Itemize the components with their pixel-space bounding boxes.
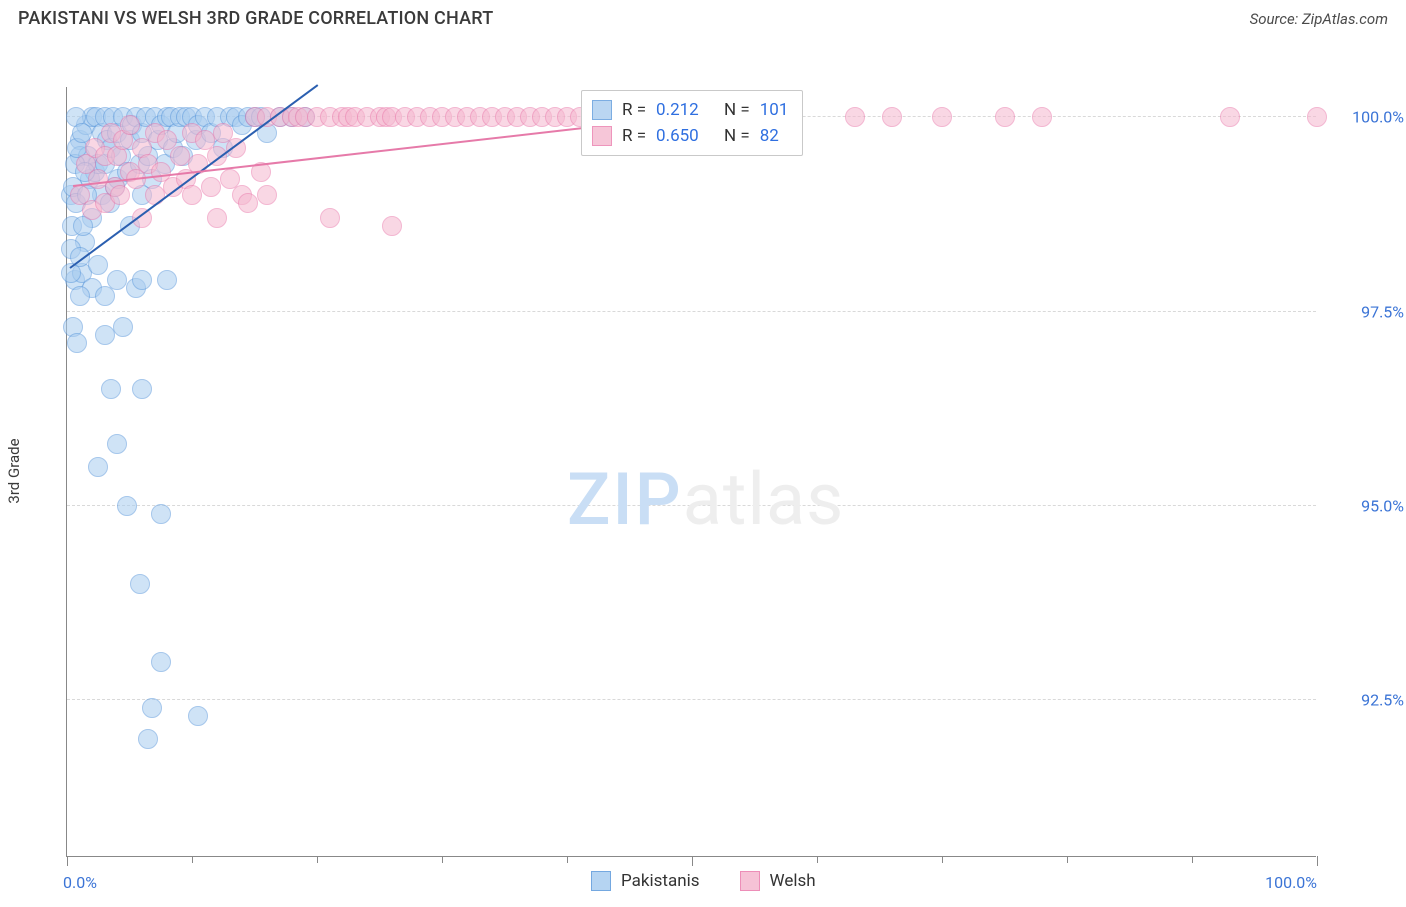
data-point xyxy=(151,652,171,672)
x-tick xyxy=(67,856,68,866)
data-point xyxy=(107,434,127,454)
y-axis-label: 3rd Grade xyxy=(5,438,23,503)
stats-row: R = 0.650 N = 82 xyxy=(592,123,788,149)
data-point xyxy=(845,107,865,127)
data-point xyxy=(182,185,202,205)
data-point xyxy=(201,177,221,197)
x-tick xyxy=(567,856,568,863)
data-point xyxy=(101,379,121,399)
gridline xyxy=(67,311,1316,312)
chart-header: PAKISTANI VS WELSH 3RD GRADE CORRELATION… xyxy=(0,0,1406,35)
data-point xyxy=(107,270,127,290)
data-point xyxy=(188,706,208,726)
x-tick xyxy=(192,856,193,863)
data-point xyxy=(138,729,158,749)
data-point xyxy=(207,208,227,228)
data-point xyxy=(117,496,137,516)
data-point xyxy=(151,504,171,524)
legend-item: Welsh xyxy=(740,871,816,891)
data-point xyxy=(1307,107,1327,127)
data-point xyxy=(238,193,258,213)
x-tick xyxy=(442,856,443,863)
x-tick xyxy=(942,856,943,863)
r-label: R = xyxy=(622,97,646,123)
legend: Pakistanis Welsh xyxy=(591,871,816,891)
r-value: 0.212 xyxy=(656,97,714,123)
gridline xyxy=(67,699,1316,700)
data-point xyxy=(995,107,1015,127)
chart-title: PAKISTANI VS WELSH 3RD GRADE CORRELATION… xyxy=(18,8,493,29)
legend-swatch xyxy=(592,126,612,146)
data-point xyxy=(170,146,190,166)
data-point xyxy=(382,216,402,236)
x-tick xyxy=(1192,856,1193,863)
data-point xyxy=(145,185,165,205)
data-point xyxy=(932,107,952,127)
stats-row: R = 0.212 N = 101 xyxy=(592,97,788,123)
data-point xyxy=(95,325,115,345)
legend-swatch xyxy=(591,871,611,891)
data-point xyxy=(113,317,133,337)
stats-legend: R = 0.212 N = 101 R = 0.650 N = 82 xyxy=(581,90,803,156)
plot-area: 92.5%95.0%97.5%100.0%0.0%100.0%ZIPatlas xyxy=(66,87,1316,857)
y-tick-label: 97.5% xyxy=(1324,302,1404,321)
r-label: R = xyxy=(622,123,646,149)
data-point xyxy=(132,270,152,290)
n-label: N = xyxy=(724,123,750,149)
x-tick xyxy=(692,856,693,866)
x-tick-label: 100.0% xyxy=(1265,873,1317,892)
data-point xyxy=(110,185,130,205)
y-tick-label: 92.5% xyxy=(1324,691,1404,710)
data-point xyxy=(88,255,108,275)
legend-swatch xyxy=(740,871,760,891)
y-tick-label: 95.0% xyxy=(1324,497,1404,516)
legend-swatch xyxy=(592,100,612,120)
watermark: ZIPatlas xyxy=(567,457,844,542)
data-point xyxy=(70,286,90,306)
chart-area: 3rd Grade 92.5%95.0%97.5%100.0%0.0%100.0… xyxy=(18,35,1388,907)
data-point xyxy=(88,457,108,477)
legend-label: Welsh xyxy=(770,871,816,891)
x-tick xyxy=(1067,856,1068,863)
gridline xyxy=(67,505,1316,506)
data-point xyxy=(142,698,162,718)
y-tick-label: 100.0% xyxy=(1324,108,1404,127)
data-point xyxy=(257,185,277,205)
n-value: 82 xyxy=(760,123,779,149)
x-tick xyxy=(817,856,818,863)
n-value: 101 xyxy=(760,97,789,123)
r-value: 0.650 xyxy=(656,123,714,149)
x-tick xyxy=(1317,856,1318,866)
legend-item: Pakistanis xyxy=(591,871,700,891)
n-label: N = xyxy=(724,97,750,123)
data-point xyxy=(882,107,902,127)
data-point xyxy=(1032,107,1052,127)
x-tick-label: 0.0% xyxy=(63,873,97,892)
legend-label: Pakistanis xyxy=(621,871,700,891)
data-point xyxy=(157,270,177,290)
source-label: Source: ZipAtlas.com xyxy=(1250,10,1388,28)
data-point xyxy=(120,115,140,135)
data-point xyxy=(1220,107,1240,127)
data-point xyxy=(130,574,150,594)
data-point xyxy=(132,379,152,399)
data-point xyxy=(320,208,340,228)
data-point xyxy=(67,333,87,353)
x-tick xyxy=(317,856,318,863)
